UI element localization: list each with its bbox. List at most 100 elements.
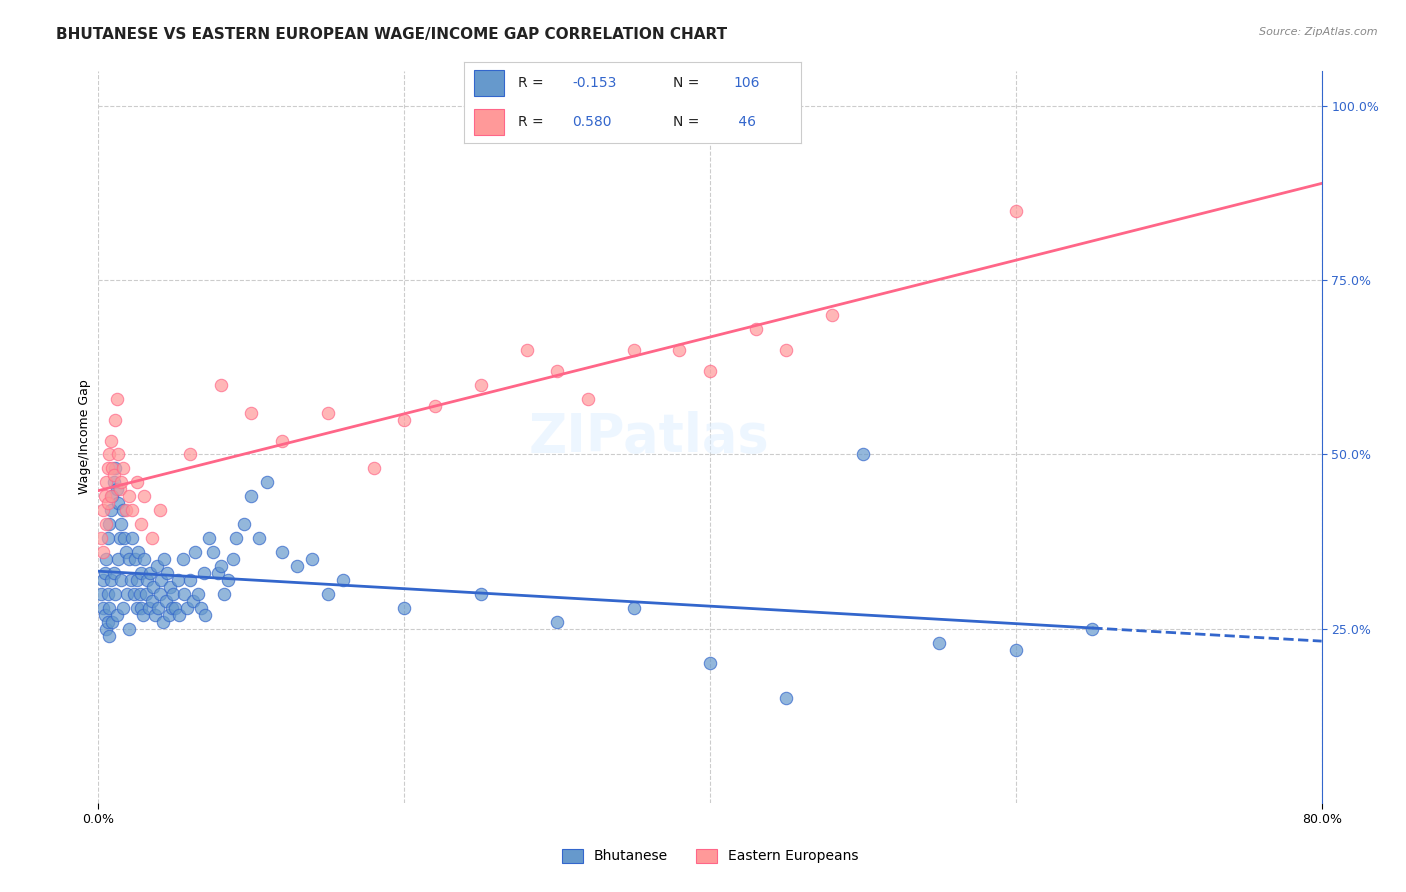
Point (209, 377, 232, 392)
Point (100, 489, 122, 503)
Point (94, 475, 117, 490)
Point (91, 600, 114, 615)
Legend: Bhutanese, Eastern Europeans: Bhutanese, Eastern Europeans (557, 843, 863, 869)
Point (181, 594, 204, 608)
Point (118, 622, 141, 636)
Point (1081, 622, 1104, 636)
Point (97, 531, 120, 545)
Point (1004, 203, 1026, 218)
Point (155, 594, 177, 608)
Point (134, 489, 156, 503)
Point (668, 343, 690, 357)
Point (149, 587, 172, 601)
Point (546, 364, 568, 378)
Point (141, 594, 163, 608)
Point (107, 552, 129, 566)
Point (240, 489, 263, 503)
Point (546, 615, 568, 629)
Point (91, 545, 114, 559)
Point (423, 399, 446, 413)
Point (232, 517, 254, 532)
Point (110, 573, 132, 587)
Point (392, 600, 416, 615)
Point (103, 566, 125, 580)
Point (176, 600, 198, 615)
Point (821, 308, 844, 322)
Point (270, 545, 292, 559)
Point (699, 657, 721, 671)
Point (91, 573, 114, 587)
Text: N =: N = (673, 115, 704, 128)
Point (93, 566, 115, 580)
Point (121, 531, 143, 545)
Point (105, 392, 128, 406)
Point (128, 587, 150, 601)
Point (94, 552, 117, 566)
Point (301, 552, 323, 566)
Point (118, 552, 141, 566)
Point (146, 600, 169, 615)
Point (105, 483, 128, 497)
Point (117, 587, 139, 601)
Point (94, 622, 117, 636)
Point (129, 566, 152, 580)
Point (209, 558, 232, 573)
Point (121, 503, 143, 517)
Text: R =: R = (517, 115, 548, 128)
Point (852, 448, 875, 462)
Point (98, 517, 121, 532)
Point (928, 635, 950, 649)
Point (122, 587, 145, 601)
Point (118, 489, 141, 503)
Point (101, 615, 124, 629)
Point (141, 531, 163, 545)
Point (91, 503, 114, 517)
Point (1004, 642, 1026, 657)
Point (93, 607, 115, 622)
Point (136, 573, 159, 587)
Point (149, 503, 172, 517)
Point (392, 412, 416, 426)
Text: BHUTANESE VS EASTERN EUROPEAN WAGE/INCOME GAP CORRELATION CHART: BHUTANESE VS EASTERN EUROPEAN WAGE/INCOM… (56, 27, 727, 42)
Text: -0.153: -0.153 (572, 77, 616, 90)
Point (316, 406, 339, 420)
Point (153, 552, 176, 566)
Point (156, 566, 179, 580)
Point (103, 475, 125, 490)
Point (138, 600, 160, 615)
Point (150, 573, 173, 587)
Point (270, 434, 292, 448)
Text: 106: 106 (734, 77, 761, 90)
Text: 46: 46 (734, 115, 756, 128)
Point (363, 461, 385, 475)
Point (129, 517, 152, 532)
Point (145, 558, 167, 573)
Text: 0.580: 0.580 (572, 115, 612, 128)
Point (169, 607, 191, 622)
Point (101, 489, 124, 503)
Point (775, 691, 797, 706)
Point (159, 580, 181, 594)
Point (623, 600, 645, 615)
Point (97, 496, 120, 510)
Point (179, 448, 201, 462)
Point (172, 552, 194, 566)
Point (184, 545, 207, 559)
Point (125, 600, 148, 615)
Point (775, 343, 797, 357)
Point (97, 615, 120, 629)
Point (101, 461, 124, 475)
Text: ZIPatlas: ZIPatlas (529, 411, 769, 463)
Point (98, 448, 121, 462)
Point (217, 573, 239, 587)
Point (179, 573, 201, 587)
Text: N =: N = (673, 77, 704, 90)
Point (623, 343, 645, 357)
Bar (474, 109, 505, 135)
Point (105, 607, 128, 622)
Point (108, 483, 131, 497)
Point (143, 607, 166, 622)
Point (129, 600, 152, 615)
Point (97, 587, 120, 601)
Point (157, 607, 180, 622)
